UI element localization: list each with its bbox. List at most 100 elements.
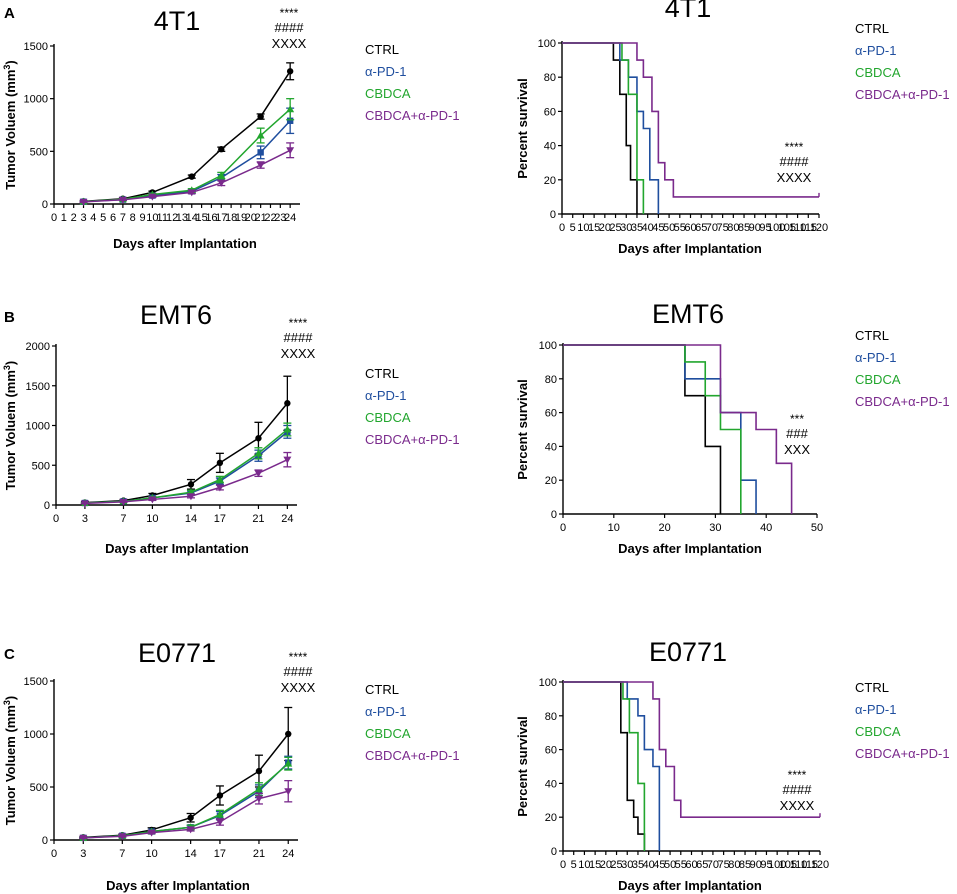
- y-tick-label: 1500: [24, 676, 48, 688]
- x-tick-label: 40: [642, 222, 654, 234]
- panel-label-a: A: [4, 5, 15, 22]
- data-point-ctrl: [285, 730, 292, 738]
- x-tick-label: 95: [760, 859, 772, 871]
- x-tick-label: 65: [695, 222, 707, 234]
- y-tick-label: 1000: [26, 421, 50, 433]
- y-tick-label: 80: [544, 72, 556, 84]
- y-tick-label: 0: [44, 500, 50, 512]
- x-tick-label: 50: [663, 222, 675, 234]
- chart-title: 4T1: [665, 0, 712, 23]
- y-axis-label: Percent survival: [515, 379, 530, 479]
- data-point-cbdca: [215, 475, 224, 483]
- y-tick-label: 40: [544, 141, 556, 153]
- data-point-combo: [148, 193, 157, 201]
- data-point-apd1: [286, 117, 294, 124]
- x-tick-label: 30: [621, 859, 633, 871]
- x-tick-label: 30: [709, 522, 721, 534]
- x-axis-label: Days after Implantation: [106, 878, 250, 893]
- series-cbdca-pd-1: [79, 142, 295, 206]
- y-tick-label: 1500: [24, 41, 48, 53]
- x-tick-label: 50: [664, 859, 676, 871]
- data-point-combo: [215, 484, 224, 492]
- y-tick-label: 60: [545, 408, 557, 420]
- x-tick-label: 55: [675, 859, 687, 871]
- series-line: [83, 763, 289, 839]
- x-tick-label: 80: [727, 222, 739, 234]
- significance-mark: XXXX: [777, 170, 812, 185]
- y-axis-label: Tumor Voluem (mm3): [2, 361, 18, 491]
- x-tick-label: 10: [145, 848, 157, 860]
- series-line: [83, 733, 289, 839]
- legend-entry: CBDCA: [855, 724, 901, 739]
- x-tick-label: 4: [90, 212, 96, 224]
- y-tick-label: 60: [544, 106, 556, 118]
- significance-mark: XXXX: [272, 36, 307, 51]
- data-point-cbdca: [286, 105, 295, 113]
- chart-B-growth: EMT6 0 500 1000 1500 2000 0 3 7 10 14 17 21 24 Days af…: [2, 300, 460, 556]
- significance-mark: ####: [780, 154, 810, 169]
- y-tick-label: 100: [539, 677, 557, 689]
- data-point-combo: [215, 818, 224, 826]
- y-tick-label: 1000: [24, 729, 48, 741]
- x-tick-label: 0: [560, 859, 566, 871]
- x-tick-label: 110: [789, 222, 807, 234]
- x-tick-label: 7: [120, 513, 126, 525]
- data-point-ctrl: [216, 792, 224, 799]
- panel-label-b: B: [4, 309, 15, 326]
- x-tick-label: 2: [71, 212, 77, 224]
- x-tick-label: 65: [696, 859, 708, 871]
- survival-line: [563, 344, 742, 514]
- survival-line: [563, 681, 646, 851]
- y-tick-label: 20: [545, 812, 557, 824]
- x-tick-label: 105: [779, 859, 797, 871]
- x-tick-label: 60: [684, 222, 696, 234]
- x-tick-label: 10: [608, 522, 620, 534]
- x-tick-label: 100: [767, 222, 785, 234]
- series-ctrl: [79, 706, 293, 841]
- x-tick-label: 120: [810, 222, 828, 234]
- y-tick-label: 500: [30, 782, 48, 794]
- series-cbdca: [563, 681, 646, 851]
- data-point-combo: [186, 826, 195, 834]
- significance-mark: ####: [275, 20, 305, 35]
- x-tick-label: 40: [760, 522, 772, 534]
- data-point-ctrl: [255, 435, 262, 442]
- x-tick-label: 25: [610, 859, 622, 871]
- series-ctrl: [563, 681, 646, 851]
- x-tick-label: 25: [609, 222, 621, 234]
- x-tick-label: 85: [739, 859, 751, 871]
- x-tick-label: 24: [284, 212, 296, 224]
- y-tick-label: 100: [538, 38, 556, 50]
- y-tick-label: 0: [550, 209, 556, 221]
- data-point-combo: [148, 496, 157, 504]
- series-cbdca-pd-1: [79, 779, 293, 842]
- survival-line: [563, 344, 793, 514]
- data-point-combo: [187, 189, 196, 197]
- x-tick-label: 80: [728, 859, 740, 871]
- x-tick-label: 15: [589, 859, 601, 871]
- x-tick-label: 6: [110, 212, 116, 224]
- data-point-combo: [119, 498, 128, 506]
- x-tick-label: 8: [130, 212, 136, 224]
- series-cbdca: [563, 344, 742, 514]
- y-tick-label: 1000: [24, 94, 48, 106]
- x-tick-label: 5: [570, 222, 576, 234]
- x-tick-label: 3: [80, 212, 86, 224]
- chart-C-growth: E0771 0 500 1000 1500 0 3 7 10 14 17 21 24 Days after…: [2, 638, 460, 893]
- series-ctrl: [563, 344, 722, 514]
- x-tick-label: 17: [214, 513, 226, 525]
- significance-mark: ****: [289, 316, 308, 330]
- survival-line: [562, 42, 638, 214]
- data-point-combo: [79, 198, 88, 206]
- x-tick-label: 3: [82, 513, 88, 525]
- legend-entry: CTRL: [365, 366, 399, 381]
- series-cbdca-pd-1: [563, 344, 793, 514]
- legend-entry: CBDCA: [365, 726, 411, 741]
- x-tick-label: 9: [139, 212, 145, 224]
- significance-mark: XXXX: [281, 680, 316, 695]
- y-axis-label: Tumor Voluem (mm3): [2, 696, 18, 826]
- y-tick-label: 20: [544, 175, 556, 187]
- data-point-combo: [118, 196, 127, 204]
- x-axis-label: Days after Implantation: [618, 878, 762, 893]
